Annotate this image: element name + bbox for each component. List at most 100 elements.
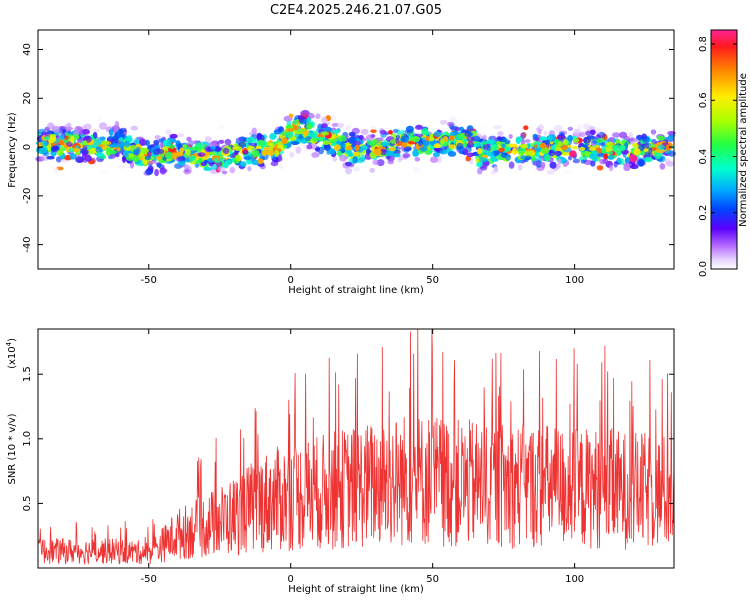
- spectrogram-xtick-label: 0: [288, 275, 294, 286]
- spectrogram-point: [101, 140, 110, 145]
- spectrogram-point: [449, 116, 456, 122]
- spectrogram-point: [114, 152, 120, 158]
- spectrogram-point: [485, 139, 495, 145]
- spectrogram-point: [433, 147, 440, 152]
- spectrogram-point: [403, 146, 412, 152]
- spectrogram-point: [209, 145, 216, 150]
- spectrogram-point: [116, 147, 121, 152]
- spectrogram-point: [619, 131, 628, 139]
- spectrogram-point: [457, 134, 465, 140]
- spectrogram-point: [348, 131, 356, 137]
- spectrogram-point: [315, 113, 321, 119]
- spectrogram-point: [412, 149, 419, 157]
- spectrogram-point: [209, 151, 216, 155]
- spectrogram-point: [657, 144, 665, 151]
- spectrogram-point: [504, 140, 510, 145]
- spectrogram-point: [69, 153, 77, 160]
- spectrogram-point: [508, 161, 515, 169]
- spectrogram-point: [402, 153, 411, 158]
- spectrogram-point: [239, 161, 247, 168]
- colorbar-tick-label: 0.6: [698, 92, 709, 108]
- spectrogram-point: [312, 137, 319, 142]
- spectrogram-point: [58, 125, 67, 130]
- spectrogram-point: [519, 143, 529, 149]
- spectrogram-point: [588, 146, 596, 151]
- spectrogram-point: [64, 126, 73, 131]
- spectrogram-point: [345, 167, 353, 175]
- spectrogram-panel: -50 0 50 100 -40 -20 0 20 40 Height of straight …: [7, 29, 676, 296]
- spectrogram-point: [447, 121, 455, 127]
- spectrogram-point: [432, 152, 440, 157]
- spectrogram-point: [229, 166, 236, 174]
- spectrogram-point: [306, 124, 313, 130]
- spectrogram-point: [638, 159, 645, 167]
- spectrogram-point: [288, 113, 294, 118]
- spectrogram-point: [328, 138, 338, 143]
- spectrogram-point: [497, 131, 504, 137]
- spectrogram-point: [337, 135, 347, 143]
- spectrogram-point: [563, 170, 572, 174]
- spectrogram-point: [608, 164, 614, 172]
- spectrogram-point: [271, 156, 279, 163]
- spectrogram-point: [261, 150, 269, 156]
- spectrogram-point: [398, 155, 404, 161]
- spectrogram-point: [91, 128, 101, 133]
- spectrogram-point: [278, 163, 284, 170]
- spectrogram-point: [238, 141, 247, 148]
- spectrogram-point: [466, 125, 474, 132]
- spectrogram-point: [218, 139, 225, 144]
- spectrogram-point: [324, 126, 332, 133]
- spectrogram-point: [162, 139, 172, 147]
- spectrogram-point: [628, 132, 633, 139]
- spectrogram-point: [508, 134, 513, 139]
- spectrogram-point: [56, 149, 64, 156]
- spectrogram-point: [225, 159, 233, 164]
- spectrogram-point: [606, 141, 614, 149]
- spectrogram-point: [263, 146, 271, 151]
- spectrogram-point: [535, 150, 540, 158]
- spectrogram-point: [114, 120, 120, 129]
- spectrogram-point: [586, 135, 596, 140]
- spectrogram-point: [251, 127, 257, 135]
- spectrogram-point: [336, 151, 344, 156]
- spectrogram-point: [132, 155, 140, 163]
- spectrogram-point: [541, 162, 546, 169]
- spectrogram-point: [508, 143, 518, 148]
- spectrogram-point: [183, 168, 192, 175]
- spectrogram-point: [257, 158, 264, 165]
- spectrogram-ytick-label: -40: [22, 236, 33, 252]
- spectrogram-point: [184, 164, 190, 171]
- spectrogram-point: [306, 144, 313, 150]
- spectrogram-point: [557, 158, 562, 165]
- spectrogram-point: [664, 150, 673, 155]
- spectrogram-point: [391, 153, 401, 158]
- spectrogram-point: [573, 137, 580, 144]
- spectrogram-point: [589, 129, 596, 135]
- spectrogram-point: [617, 157, 622, 164]
- spectrogram-point: [274, 149, 280, 157]
- spectrogram-point: [440, 119, 448, 125]
- spectrogram-point: [665, 144, 672, 151]
- spectrogram-point: [360, 128, 369, 135]
- spectrogram-point: [376, 159, 385, 167]
- spectrogram-point: [287, 128, 294, 133]
- spectrogram-point: [267, 149, 275, 157]
- spectrogram-point: [251, 142, 258, 147]
- spectrogram-point: [462, 148, 469, 156]
- spectrogram-point: [93, 140, 102, 146]
- svg-text:(x104): (x104): [5, 338, 18, 369]
- spectrogram-point: [596, 138, 605, 143]
- spectrogram-point: [70, 135, 75, 144]
- spectrogram-point: [580, 159, 585, 164]
- snr-ylabel: SNR (10 * v/v): [7, 413, 18, 484]
- spectrogram-point: [224, 138, 232, 146]
- spectrogram-point: [304, 136, 312, 142]
- spectrogram-ytick-label: -20: [22, 188, 33, 204]
- spectrogram-point: [247, 166, 252, 172]
- spectrogram-point: [665, 160, 675, 167]
- spectrogram-ylabel: Frequency (Hz): [7, 112, 18, 188]
- spectrogram-point: [286, 156, 292, 163]
- spectrogram-point: [96, 117, 102, 122]
- spectrogram-point: [331, 114, 337, 122]
- spectrogram-point: [498, 147, 505, 152]
